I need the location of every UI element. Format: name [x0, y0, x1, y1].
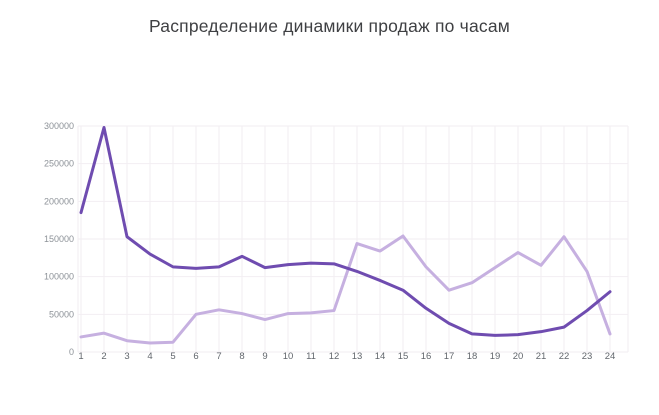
x-axis-tick-label: 2 — [101, 351, 106, 362]
y-axis-tick-label: 250000 — [44, 159, 74, 169]
x-axis-tick-label: 14 — [375, 351, 386, 362]
x-axis-tick-label: 22 — [559, 351, 570, 362]
chart-title: Распределение динамики продаж по часам — [148, 16, 511, 36]
y-axis-tick-label: 50000 — [49, 309, 74, 319]
y-axis-tick-label: 200000 — [44, 196, 74, 206]
x-axis-tick-label: 18 — [467, 351, 478, 362]
x-axis-tick-label: 4 — [147, 351, 152, 362]
x-axis-tick-label: 24 — [605, 351, 616, 362]
y-axis-tick-label: 300000 — [44, 121, 74, 131]
x-axis-tick-label: 10 — [283, 351, 294, 362]
x-axis-tick-label: 6 — [193, 351, 198, 362]
x-axis-tick-label: 7 — [216, 351, 221, 362]
x-axis-tick-label: 8 — [239, 351, 244, 362]
y-axis-tick-label: 0 — [69, 347, 74, 357]
x-axis-tick-label: 11 — [306, 351, 316, 362]
y-axis-tick-label: 100000 — [44, 272, 74, 282]
x-axis-tick-label: 23 — [582, 351, 593, 362]
y-axis-tick-label: 150000 — [44, 234, 74, 244]
x-axis-tick-label: 15 — [398, 351, 409, 362]
x-axis-tick-label: 3 — [124, 351, 129, 362]
x-axis-tick-label: 5 — [170, 351, 175, 362]
series-2-light-purple — [79, 234, 612, 345]
series-1-dark-purple — [79, 126, 612, 337]
x-axis-tick-label: 12 — [329, 351, 340, 362]
x-axis-tick-label: 16 — [421, 351, 432, 362]
x-axis-tick-label: 13 — [352, 351, 363, 362]
x-axis-tick-label: 17 — [444, 351, 455, 362]
x-axis-tick-label: 9 — [262, 351, 267, 362]
x-axis-tick-label: 19 — [490, 351, 501, 362]
x-axis-tick-label: 20 — [513, 351, 524, 362]
x-axis-tick-label: 21 — [536, 351, 547, 362]
x-axis-tick-label: 1 — [78, 351, 83, 362]
